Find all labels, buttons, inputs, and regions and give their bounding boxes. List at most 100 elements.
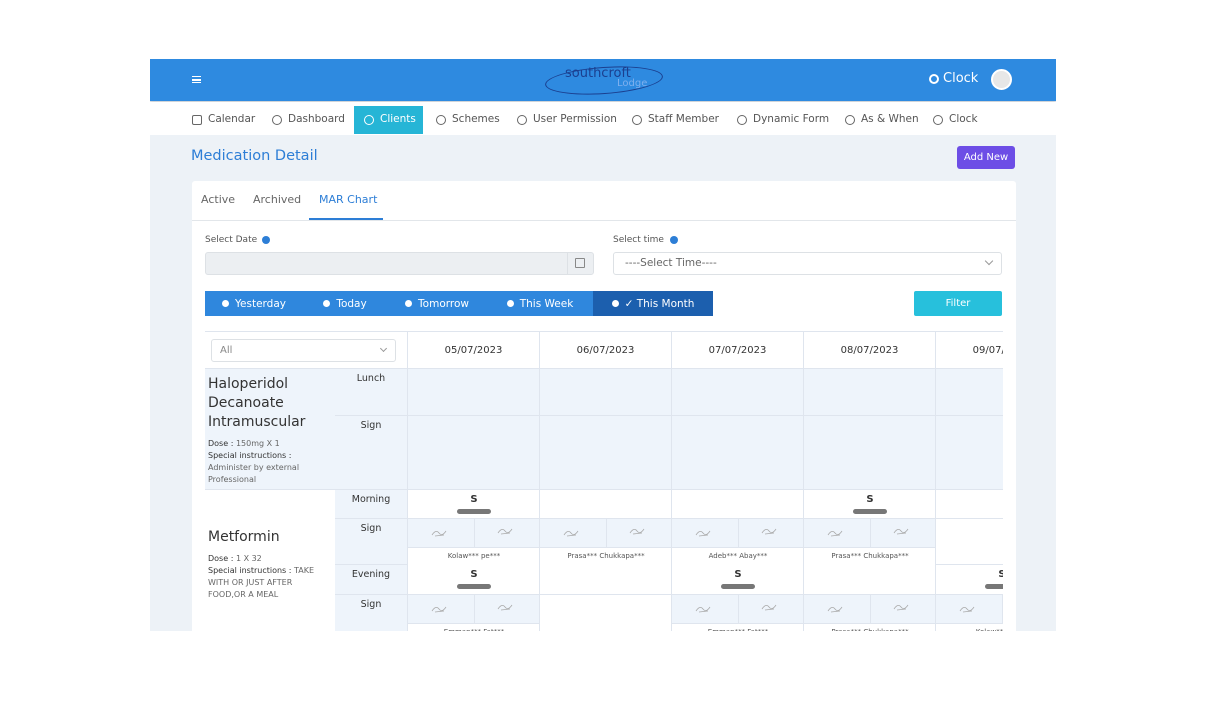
signer: Adeb*** Abay***	[672, 547, 804, 565]
mar-cell: Prasa*** Chukkapa***	[539, 519, 672, 565]
nav-icon	[845, 115, 855, 125]
date-header: 08/07/2023	[803, 332, 935, 369]
signature	[761, 528, 777, 535]
tab-underline	[309, 218, 383, 220]
medicine-cell: Haloperidol Decanoate Intramuscular Dose …	[205, 369, 335, 490]
signature	[431, 530, 447, 537]
signer: Prasa*** Chukkapa***	[804, 547, 936, 565]
mar-cell: S	[671, 565, 803, 595]
date-header: 05/07/2023	[407, 332, 539, 369]
signature	[761, 604, 777, 611]
info-icon	[262, 236, 270, 244]
nav-item[interactable]: Clock	[949, 113, 978, 125]
radio[interactable]	[323, 300, 331, 307]
range-button[interactable]: Tomorrow	[387, 291, 487, 316]
signature	[827, 530, 843, 537]
signer: Emman*** Fat***	[408, 623, 540, 631]
mar-cell: S	[935, 565, 1003, 595]
menu-icon-mid	[192, 79, 201, 81]
radio[interactable]	[611, 300, 619, 307]
nav-icon	[192, 115, 202, 125]
nav-icon	[364, 115, 374, 125]
instructions: TAKE WITH OR JUST AFTER FOOD,OR A MEAL	[208, 566, 315, 599]
medicine-name: Haloperidol Decanoate Intramuscular	[208, 376, 306, 430]
mar-cell	[407, 416, 539, 490]
nav-item[interactable]: Calendar	[208, 113, 256, 125]
slot-label: Morning	[335, 490, 407, 519]
signature-divider	[474, 519, 475, 547]
info-icon	[670, 236, 678, 244]
mar-cell	[803, 565, 935, 595]
radio[interactable]	[506, 300, 514, 307]
signer: Emman*** Fat***	[672, 623, 804, 631]
nav-icon	[737, 115, 747, 125]
signature	[893, 604, 909, 611]
dose-label: Dose :	[208, 439, 234, 448]
mar-cell	[539, 369, 671, 416]
status-bar	[853, 509, 887, 514]
mar-cell: Emman*** Fat***	[407, 595, 540, 631]
range-button[interactable]: ✓ This Month	[593, 291, 713, 316]
signature-divider	[870, 595, 871, 623]
medicine-name: Metformin	[208, 529, 280, 545]
nav-item[interactable]: Dynamic Form	[753, 113, 830, 125]
time-placeholder: ----Select Time----	[625, 257, 717, 269]
tab-border	[192, 220, 1016, 221]
app: southcroft Lodge Clock Calendar Dashboard Cli…	[150, 59, 1056, 631]
tab[interactable]: MAR Chart	[319, 193, 378, 206]
signer: Prasa*** Chukkapa***	[540, 547, 672, 565]
dose-label: Dose :	[208, 554, 234, 563]
filter-button[interactable]: Filter	[914, 291, 1002, 316]
signature	[695, 606, 711, 613]
signature	[695, 530, 711, 537]
add-button[interactable]: Add New	[957, 146, 1015, 169]
nav-item[interactable]: Dashboard	[288, 113, 345, 125]
status-bar	[985, 584, 1003, 589]
menu-icon	[192, 76, 201, 83]
range-label: Tomorrow	[418, 297, 469, 310]
mar-cell	[539, 565, 671, 595]
mar-cell: Kolaw*** pe***	[407, 519, 540, 565]
tab[interactable]: Active	[201, 193, 236, 206]
signature	[497, 604, 513, 611]
nav-item[interactable]: User Permission	[533, 113, 617, 125]
range-button[interactable]: Today	[303, 291, 387, 316]
medicine-filter[interactable]: All	[211, 339, 396, 362]
mar-cell: Prasa*** Chukkapa***	[803, 519, 936, 565]
signature-divider	[1002, 595, 1003, 623]
mar-table: All 05/07/2023 06/07/2023 07/07/2023 08/07/2…	[205, 331, 1003, 631]
status: S	[936, 569, 1003, 580]
date-header: 06/07/2023	[539, 332, 671, 369]
avatar[interactable]	[991, 69, 1012, 90]
mar-cell	[539, 595, 671, 631]
nav-item[interactable]: Clients	[380, 113, 416, 125]
range-label: Today	[336, 297, 367, 310]
radio[interactable]	[405, 300, 413, 307]
logo-bottom: Lodge	[617, 78, 648, 89]
signer: Kolaw*** pe***	[408, 547, 540, 565]
mar-cell	[935, 369, 1003, 416]
radio[interactable]	[222, 300, 229, 307]
mar-cell: S	[803, 490, 935, 519]
nav-item[interactable]: Staff Member	[648, 113, 719, 125]
status: S	[866, 494, 874, 505]
signature	[629, 528, 645, 535]
range-button[interactable]: This Week	[487, 291, 593, 316]
time-select[interactable]	[613, 252, 1002, 275]
mar-cell	[935, 519, 1003, 565]
header-clock[interactable]: Clock	[943, 71, 979, 86]
mar-cell: S	[407, 565, 539, 595]
nav-item[interactable]: As & When	[861, 113, 919, 125]
header-bar	[150, 59, 1056, 101]
tab[interactable]: Archived	[253, 193, 302, 206]
nav-icon	[272, 115, 282, 125]
signature	[431, 606, 447, 613]
date-input[interactable]	[205, 252, 594, 275]
mar-cell	[803, 369, 935, 416]
range-button[interactable]: Yesterday	[205, 291, 303, 316]
status: S	[470, 494, 478, 505]
clock-icon	[929, 74, 939, 84]
mar-cell: Kolaw*** pe***	[935, 595, 1003, 631]
instructions: Administer by external Professional	[208, 463, 300, 484]
nav-item[interactable]: Schemes	[452, 113, 500, 125]
